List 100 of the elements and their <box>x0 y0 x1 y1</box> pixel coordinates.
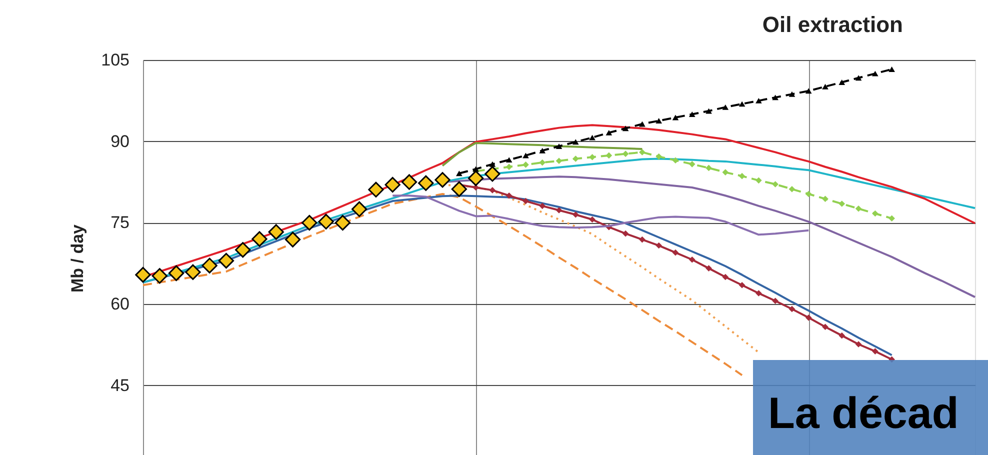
point <box>706 108 712 114</box>
point <box>656 153 662 160</box>
point <box>772 298 778 304</box>
point <box>539 159 546 166</box>
point <box>506 192 512 199</box>
point <box>589 134 596 140</box>
point <box>434 172 450 188</box>
point <box>334 214 350 231</box>
y-axis-title: Mb / day <box>68 224 88 293</box>
point <box>738 172 746 180</box>
point <box>622 126 629 132</box>
point <box>506 164 512 170</box>
point <box>805 190 812 198</box>
point <box>855 341 862 348</box>
point <box>656 118 662 124</box>
chart-title: Oil extraction <box>762 12 903 37</box>
point <box>556 158 562 164</box>
point <box>418 175 434 191</box>
point <box>572 211 579 218</box>
point <box>888 66 895 72</box>
point <box>872 210 878 217</box>
point <box>384 176 400 193</box>
point <box>672 114 679 120</box>
point <box>872 348 878 354</box>
point <box>522 198 529 204</box>
point <box>738 101 746 107</box>
point <box>235 242 251 258</box>
point <box>838 332 846 339</box>
point <box>539 202 546 210</box>
point <box>838 80 846 85</box>
point <box>756 98 762 104</box>
point <box>484 166 500 182</box>
point <box>639 121 646 127</box>
point <box>451 181 467 197</box>
point <box>572 139 579 145</box>
point <box>318 214 334 230</box>
point <box>639 236 646 243</box>
point <box>489 187 496 194</box>
point <box>556 144 562 149</box>
point <box>522 152 529 158</box>
point <box>456 170 462 176</box>
point <box>722 104 729 110</box>
y-tick-label: 105 <box>101 50 130 70</box>
point <box>822 324 828 330</box>
point <box>788 91 796 97</box>
point <box>506 157 512 163</box>
point <box>368 182 384 198</box>
point <box>401 174 418 190</box>
point <box>135 266 151 283</box>
point <box>284 232 301 248</box>
point <box>805 88 812 94</box>
point <box>772 181 778 188</box>
y-tick-label: 90 <box>110 132 130 151</box>
point <box>589 216 596 223</box>
point <box>855 75 862 81</box>
point <box>468 170 484 186</box>
point <box>539 148 546 154</box>
point <box>152 268 168 284</box>
point <box>838 200 846 207</box>
point <box>639 149 646 156</box>
point <box>606 130 612 136</box>
point <box>805 314 812 321</box>
point <box>706 265 712 272</box>
point <box>622 150 629 158</box>
point <box>706 164 712 172</box>
point <box>756 290 762 296</box>
point <box>688 160 696 168</box>
point <box>788 186 796 192</box>
point <box>822 84 828 90</box>
point <box>872 70 878 76</box>
y-tick-label: 75 <box>110 213 130 232</box>
point <box>822 196 828 202</box>
point <box>656 242 662 249</box>
point <box>202 258 218 274</box>
point <box>722 169 729 176</box>
point <box>672 249 679 256</box>
y-tick-label: 60 <box>110 294 130 314</box>
point <box>556 207 562 214</box>
point <box>268 224 284 240</box>
point <box>589 154 596 160</box>
point <box>722 274 729 280</box>
point <box>888 215 895 222</box>
point <box>185 264 201 280</box>
point <box>855 205 862 212</box>
point <box>352 201 368 217</box>
point <box>168 265 184 282</box>
point <box>489 161 496 167</box>
y-tick-label: 45 <box>110 376 130 395</box>
point <box>302 214 318 231</box>
point <box>218 252 234 269</box>
point <box>622 230 629 237</box>
point <box>738 282 746 288</box>
point <box>756 177 762 184</box>
point <box>788 306 796 312</box>
point <box>572 156 579 162</box>
line-series <box>392 194 810 236</box>
point <box>606 152 612 159</box>
annotation: La décad <box>768 389 959 438</box>
point <box>672 157 679 164</box>
point <box>522 162 529 168</box>
